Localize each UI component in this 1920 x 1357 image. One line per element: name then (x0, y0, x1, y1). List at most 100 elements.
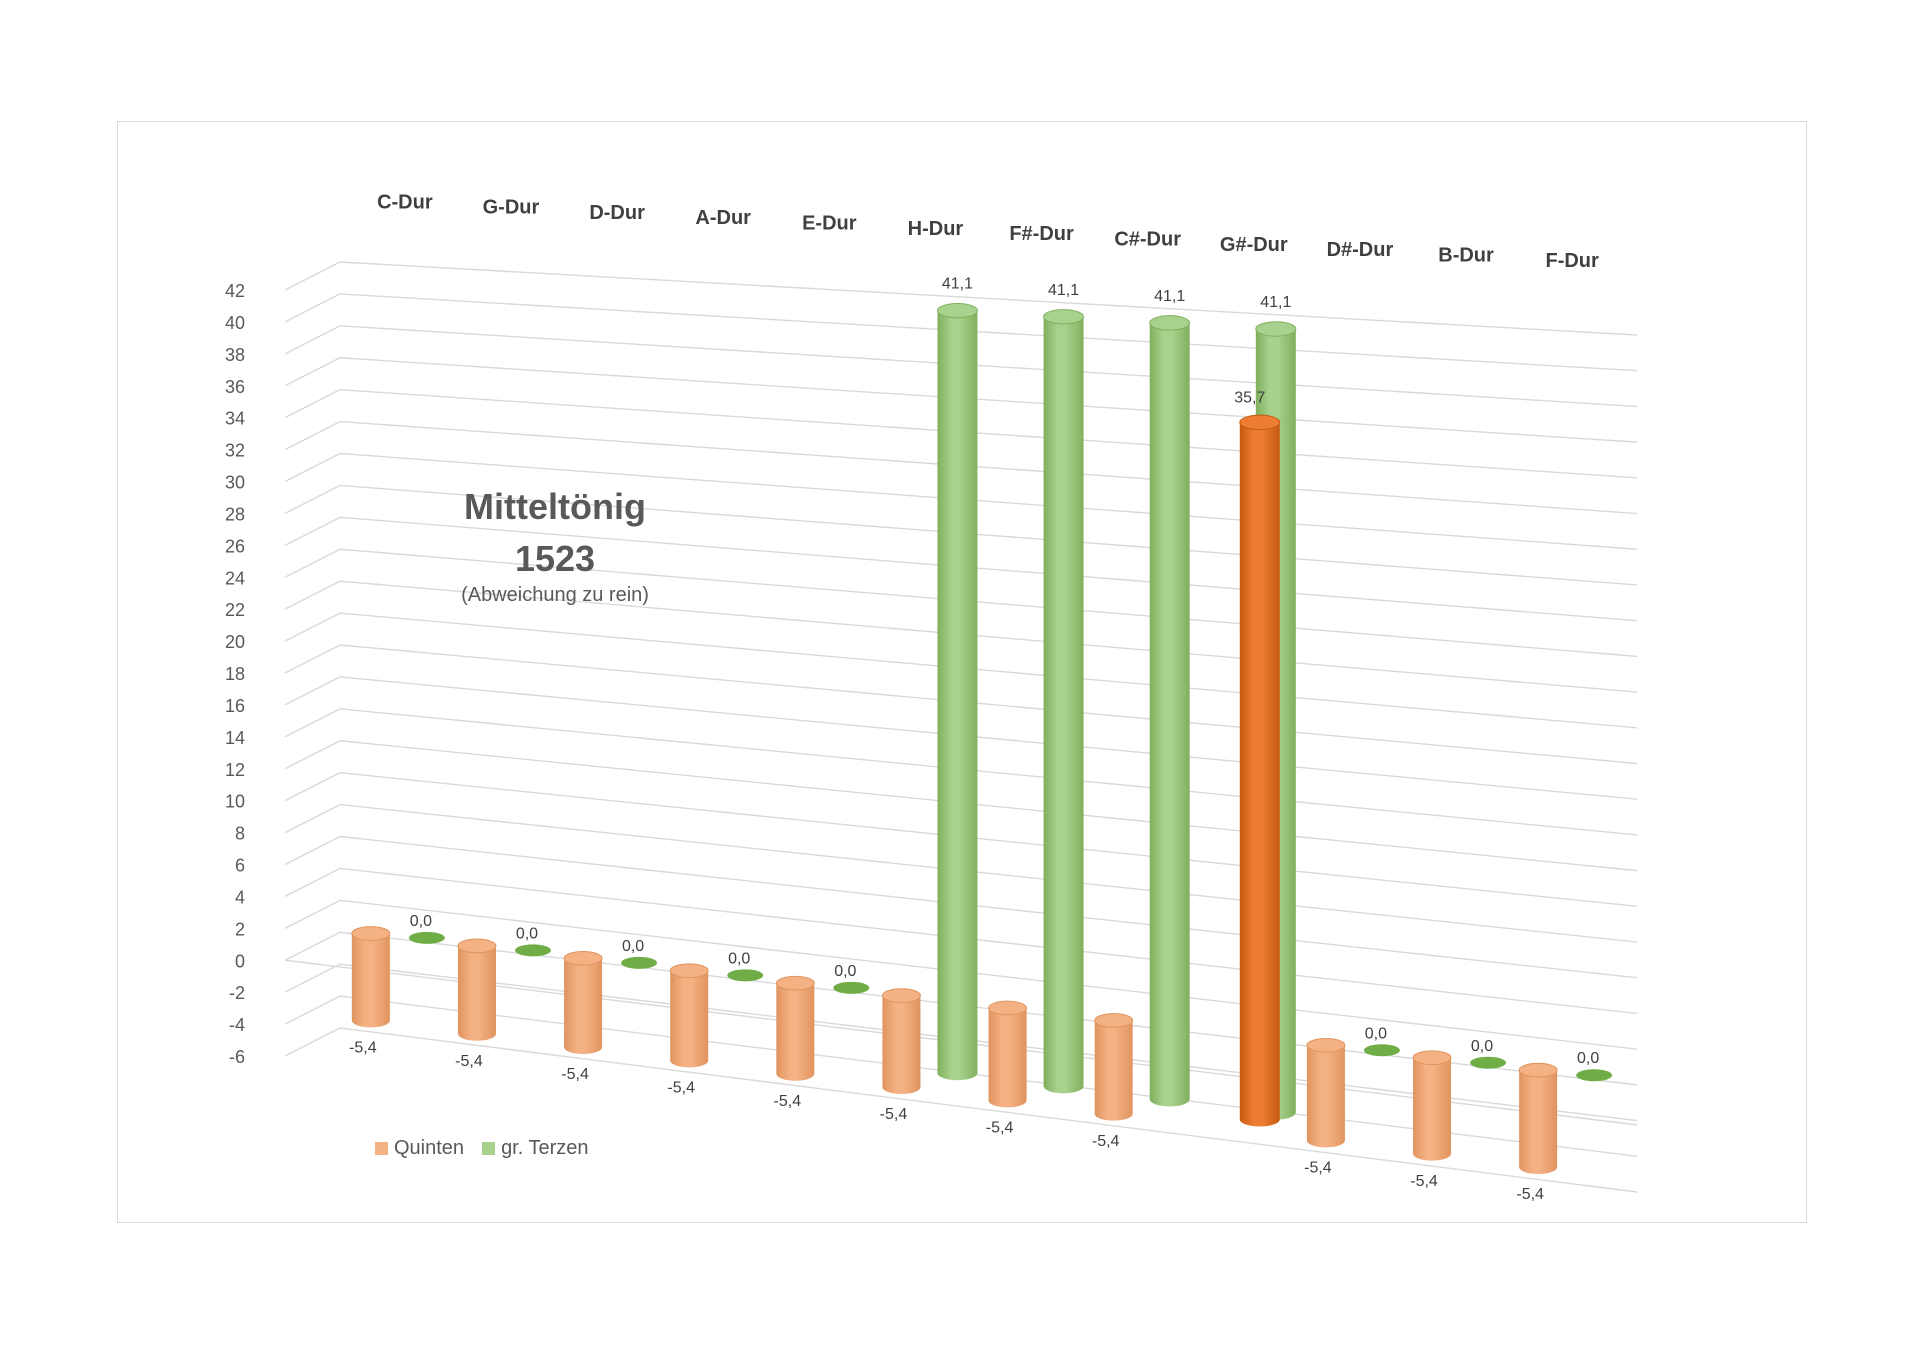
data-label: -5,4 (455, 1053, 483, 1070)
wall-gridline (284, 995, 341, 1025)
data-label: 0,0 (516, 925, 538, 942)
wall-gridline (284, 676, 341, 706)
gridline (339, 516, 1638, 622)
y-tick-label: 24 (225, 568, 245, 588)
y-tick-label: -2 (229, 983, 245, 1003)
y-tick-label: -6 (229, 1047, 245, 1067)
bar-terzen (514, 944, 551, 957)
wall-gridline (284, 516, 341, 546)
x-category-label: G-Dur (483, 197, 540, 219)
gridline (339, 357, 1638, 443)
bar-quinten-cap (563, 950, 603, 966)
bar-quinten-cap (457, 938, 497, 954)
gridline (339, 740, 1638, 872)
y-tick-label: 30 (225, 473, 245, 493)
y-tick-label: 28 (225, 504, 245, 524)
data-label: -5,4 (667, 1080, 695, 1097)
legend-swatch (482, 1142, 496, 1155)
wall-gridline (284, 803, 341, 834)
gridline (339, 1027, 1638, 1193)
gridline (339, 388, 1638, 479)
bar-quinten (776, 983, 815, 1081)
gridline (339, 420, 1638, 515)
bar-quinten-cap (1306, 1037, 1346, 1053)
gridline (339, 771, 1638, 908)
wall-gridline (284, 325, 341, 355)
bar-terzen-cap (936, 302, 978, 319)
bar-terzen-cap (1255, 321, 1297, 337)
gridline (339, 325, 1638, 408)
bar-quinten (457, 945, 496, 1041)
bar-quinten-cap (775, 975, 815, 991)
bar-terzen (833, 981, 870, 994)
chart-title: Mitteltönig 1523 (450, 481, 660, 585)
data-label: 0,0 (728, 950, 750, 967)
y-tick-label: 14 (225, 728, 245, 748)
legend-item-quinten: Quinten (375, 1137, 464, 1160)
bar-terzen (1149, 322, 1190, 1107)
bar-quinten (988, 1008, 1027, 1108)
data-label: -5,4 (1092, 1133, 1120, 1150)
gridline (339, 867, 1638, 1015)
data-label: 0,0 (410, 913, 432, 930)
bar-quinten-cap (1094, 1013, 1134, 1028)
bar-quinten (1413, 1057, 1452, 1161)
x-category-label: C-Dur (377, 191, 433, 213)
gridline (339, 484, 1638, 586)
bar-quinten (1239, 422, 1280, 1127)
data-label: -5,4 (986, 1120, 1014, 1137)
data-label: -5,4 (561, 1066, 589, 1083)
y-tick-label: 8 (235, 824, 245, 844)
chart-legend: Quinten gr. Terzen (375, 1137, 589, 1160)
gridline (339, 452, 1638, 550)
wall-gridline (284, 548, 341, 578)
x-category-label: C#-Dur (1114, 228, 1181, 250)
y-tick-label: 10 (225, 792, 245, 812)
y-tick-label: 6 (235, 856, 245, 876)
bar-terzen (1363, 1044, 1400, 1057)
legend-swatch (375, 1142, 388, 1155)
x-category-label: E-Dur (802, 213, 857, 235)
y-tick-label: 38 (225, 345, 245, 365)
chart-title-line: Mitteltönig (464, 486, 646, 527)
gridline (339, 708, 1638, 836)
wall-gridline (284, 484, 341, 515)
y-tick-label: 22 (225, 600, 245, 620)
x-category-label: D#-Dur (1327, 239, 1394, 261)
gridline (339, 548, 1638, 658)
data-label: -5,4 (880, 1106, 908, 1123)
chart-title-line: 1523 (514, 538, 596, 579)
y-tick-label: 18 (225, 664, 245, 684)
x-category-label: H-Dur (908, 218, 964, 240)
bar-terzen-cap (1149, 315, 1191, 331)
bar-quinten (1094, 1020, 1133, 1121)
bar-quinten (564, 958, 603, 1055)
wall-gridline (284, 389, 341, 419)
bar-terzen (727, 969, 764, 982)
data-label: 0,0 (834, 963, 856, 980)
wall-gridline (284, 612, 341, 642)
wall-gridline (284, 452, 341, 483)
y-tick-label: 4 (235, 887, 245, 907)
wall-gridline (284, 420, 341, 451)
gridline (339, 644, 1638, 765)
x-category-label: F-Dur (1545, 250, 1599, 272)
y-tick-label: 32 (225, 441, 245, 461)
y-tick-label: 34 (225, 409, 245, 429)
bar-quinten (351, 933, 390, 1028)
chart-frame (117, 121, 1807, 1223)
data-label: 0,0 (1471, 1038, 1493, 1055)
bar-terzen (937, 310, 978, 1081)
wall-gridline (284, 644, 341, 674)
x-category-label: A-Dur (695, 207, 751, 229)
data-label: 41,1 (1260, 294, 1291, 311)
x-category-label: D-Dur (589, 202, 645, 224)
wall-gridline (284, 740, 341, 770)
bar-quinten (882, 995, 921, 1095)
bar-quinten-cap (1239, 414, 1281, 431)
y-tick-label: 40 (225, 313, 245, 333)
bar-quinten (1519, 1070, 1558, 1174)
y-tick-label: 16 (225, 696, 245, 716)
bar-quinten-cap (988, 1000, 1028, 1016)
gridline (339, 835, 1638, 979)
